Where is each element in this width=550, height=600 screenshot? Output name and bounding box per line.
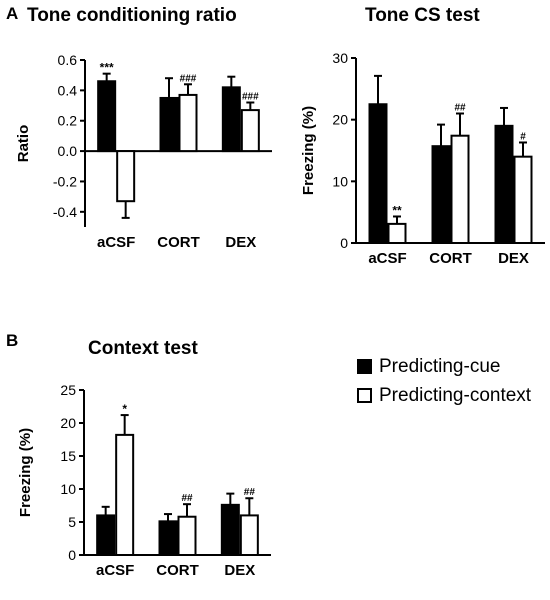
y-tick-label: 0.6 [58,52,78,68]
x-tick-label: aCSF [97,234,135,251]
y-tick-label: 0 [68,547,76,563]
y-tick-label: 0 [340,235,348,251]
legend-swatch-predicting-cue [357,359,372,374]
significance-label: ### [242,92,259,103]
y-axis-label: Freezing (%) [17,428,34,517]
significance-label: ## [244,487,256,498]
panel-label-b: B [6,331,19,350]
legend-label: Predicting-cue [379,355,501,377]
y-tick-label: 30 [332,50,348,66]
x-tick-label: aCSF [368,250,406,267]
chart-title-context: Context test [88,338,198,359]
significance-label: ## [181,493,193,504]
y-tick-label: 0.4 [58,82,78,98]
y-tick-label: 5 [68,514,76,530]
x-tick-label: DEX [224,562,255,579]
panel-label-a: A [6,4,19,23]
x-tick-label: CORT [156,562,199,579]
bar [115,433,135,557]
y-axis-label: Ratio [15,125,32,163]
y-tick-label: 10 [60,481,76,497]
y-axis-label: Freezing (%) [300,106,317,195]
significance-label: ## [454,103,466,114]
significance-label: ** [392,203,402,217]
y-tick-label: 20 [60,415,76,431]
legend-label: Predicting-context [379,384,532,406]
bar [239,514,259,557]
bar [220,503,240,556]
significance-label: *** [100,61,114,75]
legend-item-predicting-cue: Predicting-cue [357,352,531,381]
y-tick-label: 15 [60,448,76,464]
significance-label: * [122,402,127,416]
legend: Predicting-cue Predicting-context [357,352,531,410]
x-tick-label: CORT [157,234,200,251]
y-tick-label: 20 [332,112,348,128]
y-tick-label: 0.2 [58,113,78,129]
bar [96,514,116,557]
y-tick-label: -0.4 [53,204,77,220]
x-tick-label: DEX [225,234,256,251]
legend-item-predicting-context: Predicting-context [357,381,531,410]
y-tick-label: 0.0 [58,143,78,159]
bar [158,520,178,557]
significance-label: ### [180,73,197,84]
y-tick-label: 10 [332,173,348,189]
x-tick-label: CORT [429,250,472,267]
y-tick-label: -0.2 [53,173,77,189]
significance-label: # [520,131,526,142]
y-tick-label: 25 [60,382,76,398]
x-tick-label: DEX [498,250,529,267]
x-tick-label: aCSF [96,562,134,579]
chart-title-tone-cs: Tone CS test [365,5,480,26]
bar [177,515,197,556]
legend-swatch-predicting-context [357,388,372,403]
chart-title-tone-ratio: Tone conditioning ratio [27,5,237,26]
